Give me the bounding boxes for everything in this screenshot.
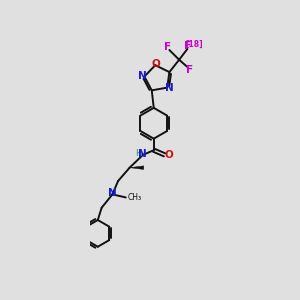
Text: O: O [152,59,161,69]
Text: F: F [186,65,193,75]
Text: N: N [165,82,174,93]
Text: H: H [135,149,142,158]
Text: F: F [184,41,191,51]
Text: N: N [138,71,147,82]
Text: F: F [164,42,171,52]
Text: N: N [138,148,146,159]
Text: [18]: [18] [186,40,203,49]
Text: CH₃: CH₃ [128,193,142,202]
Text: N: N [108,188,117,198]
Text: O: O [165,150,173,160]
Polygon shape [130,166,144,169]
